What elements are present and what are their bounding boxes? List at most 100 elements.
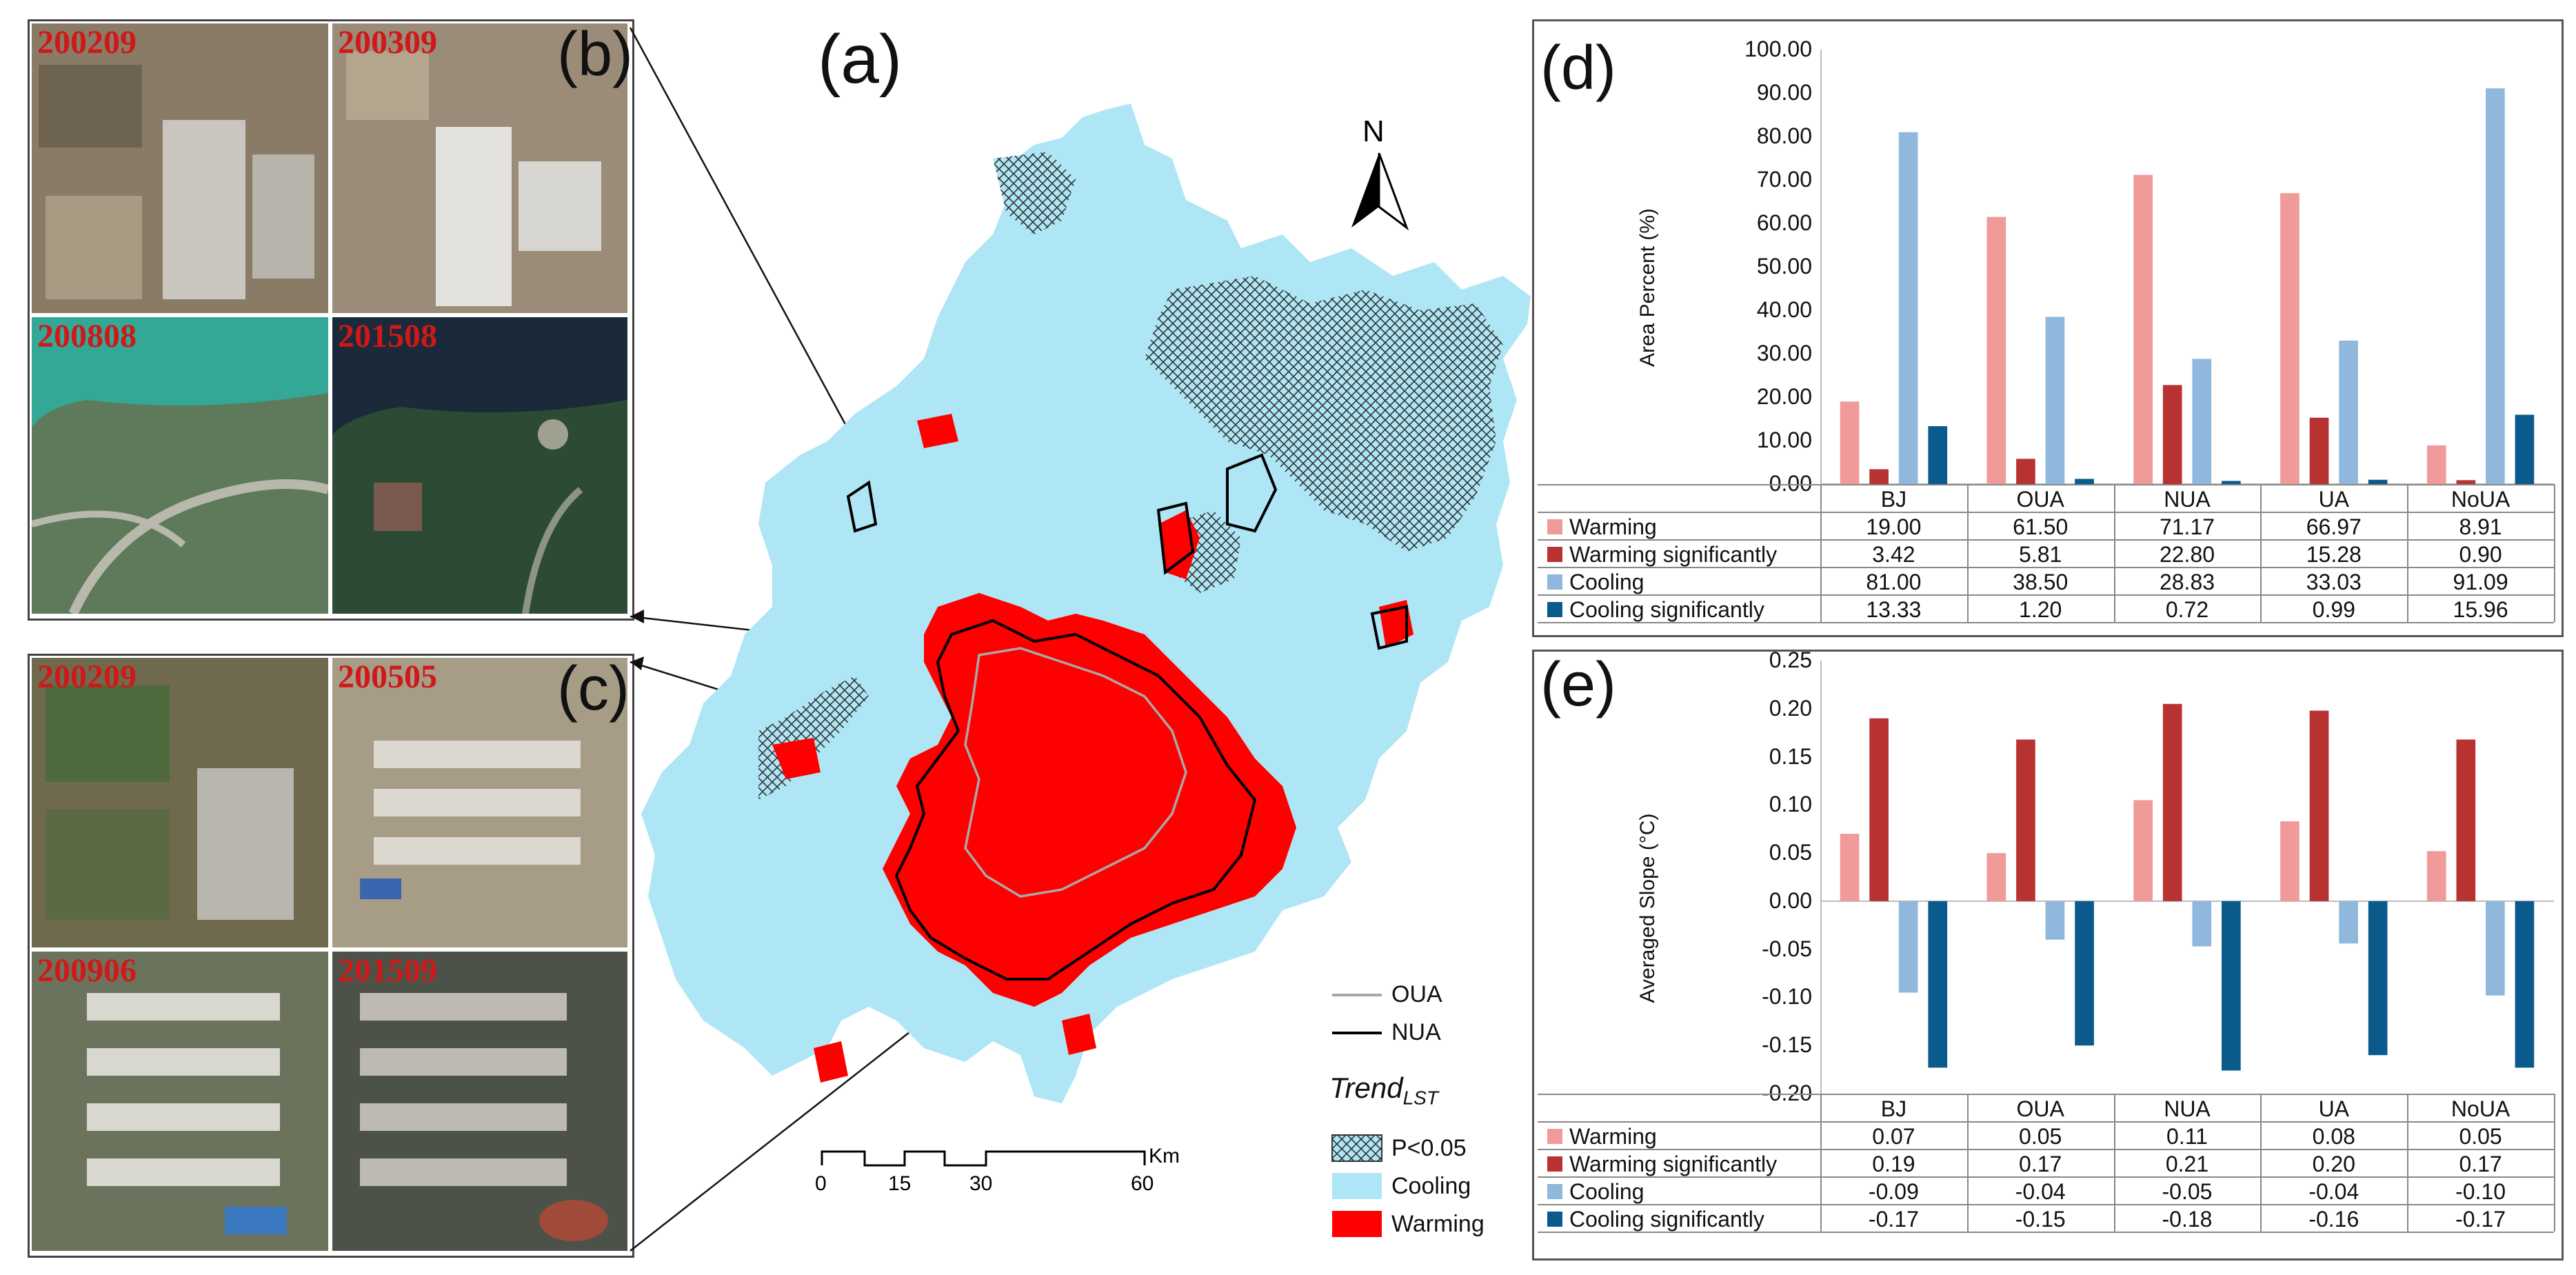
chart-e-value-1-4: 0.17 — [2459, 1152, 2502, 1176]
chart-d-ytick: 50.00 — [1756, 254, 1812, 279]
scale-bar — [821, 1150, 1146, 1167]
scale-tick-30: 30 — [969, 1172, 993, 1195]
chart-d-value-0-0: 19.00 — [1866, 514, 1922, 539]
oua-boundary — [964, 647, 1187, 898]
chart-e-legend-swatch-1 — [1547, 1156, 1562, 1172]
chart-d-bar-NUA-3 — [2222, 481, 2241, 484]
chart-e-ytick: -0.15 — [1762, 1032, 1812, 1058]
chart-d-bar-UA-0 — [2280, 193, 2300, 484]
photo-b-4-label: 201508 — [338, 318, 437, 354]
chart-e-legend-swatch-2 — [1547, 1184, 1562, 1199]
chart-d-value-3-0: 13.33 — [1866, 597, 1922, 622]
chart-d-table-col-rule — [1820, 484, 1822, 622]
chart-e-bar-OUA-0 — [1986, 853, 2006, 901]
panel-b-letter: (b) — [557, 20, 633, 89]
photo-c-2-label: 200505 — [338, 659, 437, 695]
chart-d-bar-BJ-1 — [1869, 469, 1889, 484]
chart-d-value-0-3: 66.97 — [2306, 514, 2362, 539]
chart-e-bar-NUA-2 — [2192, 901, 2212, 947]
chart-e-table-col-rule — [2113, 1094, 2115, 1232]
panel-d-frame — [1532, 19, 2564, 637]
legend-cooling-swatch — [1332, 1173, 1382, 1199]
chart-d-ytick: 80.00 — [1756, 123, 1812, 148]
chart-e-value-0-0: 0.07 — [1872, 1124, 1915, 1149]
chart-e-value-3-4: -0.17 — [2455, 1207, 2506, 1232]
photo-c-1-label: 200209 — [37, 659, 137, 695]
chart-e-legend-swatch-0 — [1547, 1129, 1562, 1144]
photo-b-3: 200808 — [32, 317, 328, 614]
photo-b-3-label: 200808 — [37, 318, 137, 354]
chart-e-ylabel: Averaged Slope (°C) — [1636, 813, 1659, 1003]
chart-e-table-rule — [1538, 1176, 2554, 1178]
scale-tick-0: 0 — [815, 1172, 827, 1195]
chart-d-value-0-2: 71.17 — [2159, 514, 2215, 539]
photo-b-2-label: 200309 — [338, 24, 437, 61]
chart-d-value-0-4: 8.91 — [2459, 514, 2502, 539]
chart-e-value-2-3: -0.04 — [2308, 1179, 2359, 1204]
chart-d-ytick: 30.00 — [1756, 341, 1812, 365]
panel-d-letter: (d) — [1540, 34, 1616, 103]
legend-trend-title: TrendLST — [1329, 1072, 1438, 1109]
chart-d-table-col-rule — [2260, 484, 2262, 622]
nua-boundary — [894, 619, 1257, 981]
chart-d-table-rule — [1538, 539, 2554, 541]
map-warming-patch-4 — [917, 414, 958, 448]
chart-d-bar-OUA-2 — [2045, 317, 2065, 484]
chart-e-bar-BJ-1 — [1869, 718, 1889, 901]
chart-d-table-col-rule — [2407, 484, 2409, 622]
chart-d-ytick: 20.00 — [1756, 384, 1812, 409]
chart-d-value-1-1: 5.81 — [2019, 542, 2062, 567]
photo-b-2: 200309 — [332, 23, 627, 313]
chart-e-bar-UA-0 — [2280, 821, 2300, 901]
chart-d-bar-BJ-3 — [1928, 426, 1948, 484]
chart-d-table-col-rule — [2554, 484, 2555, 622]
chart-e-value-2-1: -0.04 — [2015, 1179, 2066, 1204]
chart-d-ytick: 40.00 — [1756, 297, 1812, 322]
chart-e-bar-NoUA-3 — [2515, 901, 2535, 1068]
panel-c-letter: (c) — [557, 654, 630, 723]
chart-e-table-col-rule — [1966, 1094, 1969, 1232]
map-warming-patch-3 — [772, 738, 821, 779]
legend-p-label: P<0.05 — [1391, 1135, 1467, 1161]
chart-e-bar-OUA-3 — [2075, 901, 2094, 1046]
chart-d-value-3-2: 0.72 — [2165, 597, 2209, 622]
chart-e-value-0-1: 0.05 — [2019, 1124, 2062, 1149]
chart-d-bar-NUA-2 — [2192, 359, 2212, 484]
chart-e-table-col-rule — [2260, 1094, 2262, 1232]
chart-e-bar-UA-1 — [2309, 710, 2329, 901]
photo-c-4: 201509 — [332, 952, 627, 1251]
chart-d-value-2-3: 33.03 — [2306, 570, 2362, 594]
chart-e-bar-NoUA-2 — [2486, 901, 2505, 996]
chart-e-value-2-2: -0.05 — [2162, 1179, 2213, 1204]
chart-e-ytick: -0.10 — [1762, 984, 1812, 1010]
photo-c-4-image — [332, 952, 627, 1251]
photo-c-3-image — [32, 952, 328, 1251]
chart-e-table-rule — [1538, 1121, 2554, 1123]
chart-e-ytick: 0.05 — [1769, 840, 1812, 865]
chart-d-value-1-4: 0.90 — [2459, 542, 2502, 567]
map-warming-patch-5 — [814, 1041, 848, 1083]
chart-d-legend-swatch-0 — [1547, 519, 1562, 534]
chart-e-value-1-1: 0.17 — [2019, 1152, 2062, 1176]
chart-e-bar-OUA-2 — [2045, 901, 2065, 940]
map-warming-patch-6 — [1062, 1014, 1096, 1055]
chart-e-ytick: 0.00 — [1769, 887, 1812, 913]
photo-c-1: 200209 — [32, 658, 328, 947]
chart-e-category-OUA: OUA — [2016, 1096, 2064, 1121]
legend-hatch-swatch — [1331, 1134, 1382, 1162]
chart-e-table-rule — [1538, 1204, 2554, 1205]
chart-d-category-OUA: OUA — [2016, 487, 2064, 512]
chart-d-ytick: 60.00 — [1756, 210, 1812, 235]
chart-d-ytick: 70.00 — [1756, 167, 1812, 192]
scale-unit: Km — [1149, 1145, 1180, 1167]
chart-d-bar-BJ-0 — [1840, 401, 1860, 484]
nua-boundary-east — [1370, 605, 1408, 650]
chart-e-series-label-3: Cooling significantly — [1569, 1207, 1764, 1232]
photo-c-2: 200505 — [332, 658, 627, 947]
north-arrow-icon — [1351, 153, 1379, 228]
photo-b-1-label: 200209 — [37, 24, 137, 61]
legend-trend-sub: LST — [1402, 1087, 1438, 1109]
chart-e-value-0-2: 0.11 — [2166, 1124, 2208, 1149]
chart-e-bar-BJ-3 — [1928, 901, 1948, 1068]
chart-e-ytick: -0.05 — [1762, 936, 1812, 961]
